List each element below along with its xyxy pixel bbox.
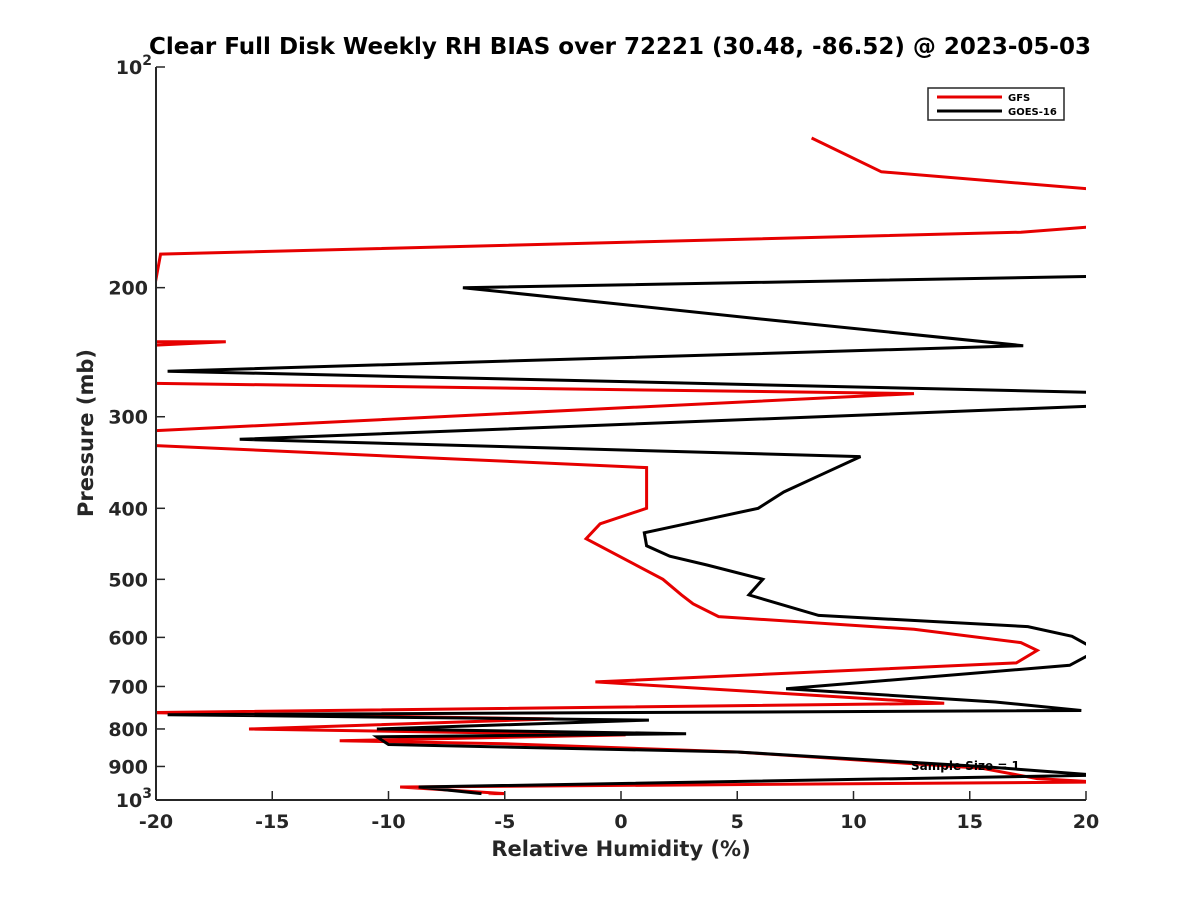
x-tick-label: 5	[731, 811, 744, 833]
y-tick-label: 700	[108, 676, 148, 698]
series-line-goes-16	[167, 275, 1086, 796]
y-tick-label: 600	[108, 627, 148, 649]
y-tick-label: 900	[108, 756, 148, 778]
y-tick-label: 103	[116, 786, 152, 812]
y-axis-label: Pressure (mb)	[74, 349, 98, 517]
y-tick-label: 500	[108, 569, 148, 591]
legend-label: GOES-16	[1008, 107, 1057, 118]
series-layer	[156, 136, 1086, 796]
x-tick-label: 10	[840, 811, 866, 833]
x-tick-label: -5	[494, 811, 515, 833]
chart-title: Clear Full Disk Weekly RH BIAS over 7222…	[149, 34, 1091, 60]
y-tick-label: 200	[108, 278, 148, 300]
axes-layer: -20 -15 -10 -5 0 5 10 15 20 102 200 300 400 500 600 700…	[108, 53, 1099, 833]
series-line-gfs	[156, 136, 1086, 796]
x-tick-label: 20	[1073, 811, 1099, 833]
y-tick-label: 800	[108, 719, 148, 741]
y-tick-label: 300	[108, 407, 148, 429]
x-axis-label: Relative Humidity (%)	[491, 837, 750, 861]
y-tick-label: 400	[108, 498, 148, 520]
legend-box	[927, 87, 1065, 121]
y-tick-label: 102	[116, 53, 152, 79]
x-tick-label: -10	[371, 811, 405, 833]
legend: GFS GOES-16	[927, 87, 1065, 121]
sample-size-annotation: Sample Size = 1	[911, 759, 1020, 773]
x-tick-label: 0	[614, 811, 627, 833]
legend-label: GFS	[1008, 93, 1030, 104]
x-tick-label: -15	[255, 811, 289, 833]
x-tick-label: 15	[957, 811, 983, 833]
x-tick-label: -20	[139, 811, 173, 833]
